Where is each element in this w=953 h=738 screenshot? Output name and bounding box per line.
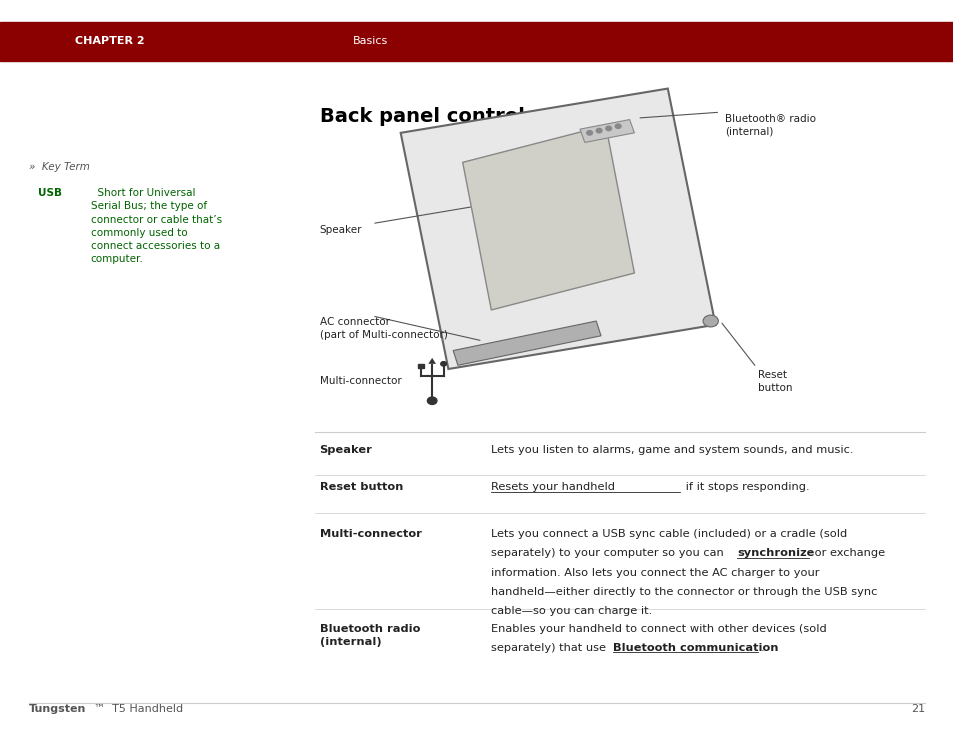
Text: Multi-connector: Multi-connector [319,376,401,387]
Polygon shape [428,358,436,364]
Text: handheld—either directly to the connector or through the USB sync: handheld—either directly to the connecto… [491,587,877,597]
Text: Resets your handheld: Resets your handheld [491,482,615,492]
Circle shape [586,131,592,135]
Text: Back panel controls: Back panel controls [319,107,536,126]
Text: separately) that use: separately) that use [491,643,609,653]
Bar [417,364,423,368]
Polygon shape [579,120,634,142]
Text: ™  T5 Handheld: ™ T5 Handheld [94,704,183,714]
Text: or exchange: or exchange [810,548,884,559]
Polygon shape [400,89,715,369]
Text: if it stops responding.: if it stops responding. [681,482,809,492]
Circle shape [615,124,620,128]
Text: Enables your handheld to connect with other devices (sold: Enables your handheld to connect with ot… [491,624,826,634]
Text: separately) to your computer so you can: separately) to your computer so you can [491,548,727,559]
Text: Bluetooth® radio
(internal): Bluetooth® radio (internal) [724,114,815,137]
Text: Short for Universal
Serial Bus; the type of
connector or cable that’s
commonly u: Short for Universal Serial Bus; the type… [91,188,221,264]
Text: CHAPTER 2: CHAPTER 2 [75,36,144,46]
Text: Bluetooth radio
(internal): Bluetooth radio (internal) [319,624,419,646]
Text: Reset button: Reset button [319,482,402,492]
Text: information. Also lets you connect the AC charger to your: information. Also lets you connect the A… [491,568,819,578]
Text: USB: USB [38,188,62,199]
Text: Bluetooth communication: Bluetooth communication [613,643,778,653]
Text: 21: 21 [910,704,924,714]
Text: Lets you listen to alarms, game and system sounds, and music.: Lets you listen to alarms, game and syst… [491,445,853,455]
Text: cable—so you can charge it.: cable—so you can charge it. [491,606,652,616]
Text: AC connector
(part of Multi-connector): AC connector (part of Multi-connector) [319,317,447,339]
Circle shape [440,362,446,366]
Text: Lets you connect a USB sync cable (included) or a cradle (sold: Lets you connect a USB sync cable (inclu… [491,529,846,539]
Text: Basics: Basics [353,36,388,46]
Text: Speaker: Speaker [319,445,372,455]
Bar [0,22,953,61]
Circle shape [702,315,718,327]
Text: Multi-connector: Multi-connector [319,529,421,539]
Circle shape [605,126,611,131]
Text: .: . [760,643,763,653]
Circle shape [596,128,601,133]
Circle shape [427,397,436,404]
Polygon shape [453,321,600,365]
Text: synchronize: synchronize [737,548,814,559]
Polygon shape [462,125,634,310]
Text: Speaker: Speaker [319,225,362,235]
Text: Reset
button: Reset button [758,370,792,393]
Text: »  Key Term: » Key Term [29,162,90,173]
Text: Tungsten: Tungsten [29,704,86,714]
